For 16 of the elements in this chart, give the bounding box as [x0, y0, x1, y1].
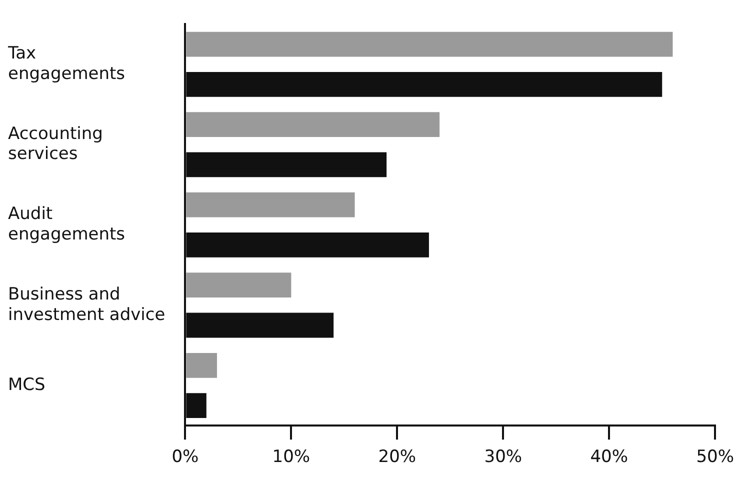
y-tick-label: MCS: [8, 374, 46, 395]
x-tick-label: 30%: [484, 447, 522, 468]
bar: [186, 112, 440, 137]
y-tick-label: Tax engagements: [7, 44, 126, 84]
x-tick-label: 20%: [378, 447, 416, 468]
bar: [186, 352, 217, 378]
x-tick-label: 0%: [172, 447, 199, 468]
x-tick-label: 40%: [590, 447, 628, 468]
y-tick-label: Accounting services: [8, 124, 103, 164]
bar: [186, 32, 673, 57]
y-tick-label: Business and investment advice: [8, 284, 166, 325]
bar: [186, 272, 292, 298]
bar: [186, 192, 355, 218]
x-tick-label: 10%: [272, 447, 310, 468]
y-tick-label: Audit engagements: [8, 204, 126, 245]
x-tick-label: 50%: [696, 447, 734, 468]
